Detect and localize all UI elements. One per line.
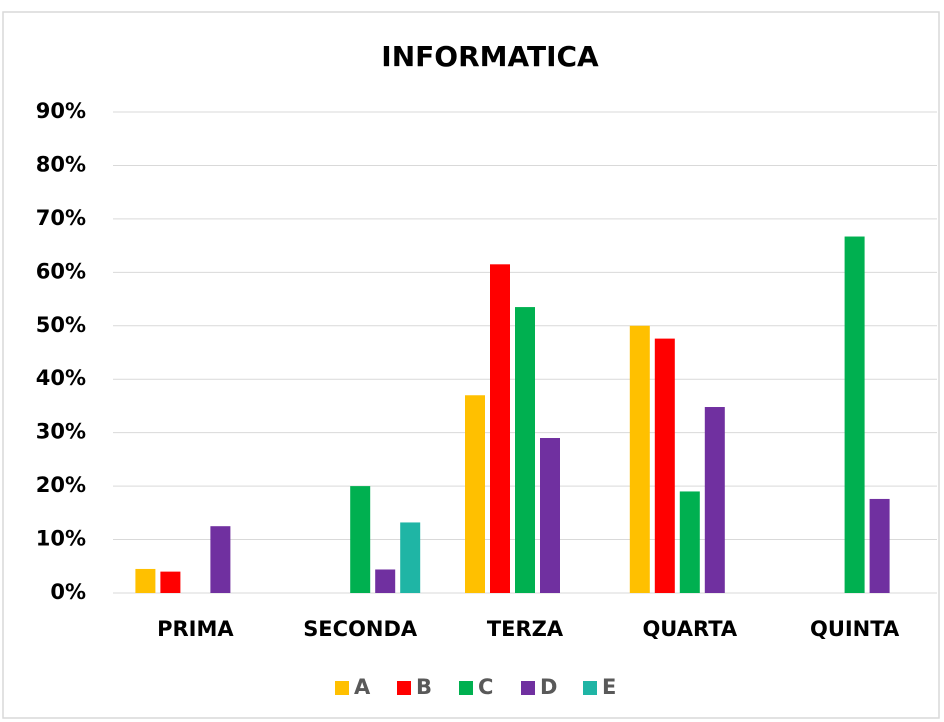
legend-label: A <box>354 675 371 699</box>
legend-label: E <box>602 675 616 699</box>
bar <box>135 568 156 593</box>
bar <box>629 325 650 593</box>
legend-label: B <box>416 675 432 699</box>
legend-swatch <box>521 681 535 695</box>
x-tick-label: PRIMA <box>157 617 234 641</box>
y-tick-label: 60% <box>36 259 86 283</box>
y-tick-label: 10% <box>36 527 86 551</box>
legend-label: D <box>540 675 557 699</box>
y-tick-label: 20% <box>36 473 86 497</box>
y-tick-label: 30% <box>36 420 86 444</box>
bar <box>704 407 725 593</box>
bar <box>465 395 485 593</box>
legend-swatch <box>397 681 411 695</box>
y-tick-label: 50% <box>36 313 86 337</box>
bar <box>350 486 371 593</box>
y-tick-label: 70% <box>36 206 86 230</box>
x-tick-label: QUARTA <box>642 617 737 641</box>
legend-swatch <box>459 681 473 695</box>
bar <box>540 438 560 593</box>
legend-swatch <box>335 681 349 695</box>
bar <box>844 236 865 593</box>
bar <box>400 522 421 593</box>
bar <box>869 498 890 593</box>
x-tick-label: SECONDA <box>303 617 418 641</box>
bar <box>679 491 700 593</box>
bar <box>210 526 231 593</box>
legend-label: C <box>478 675 493 699</box>
x-tick-label: QUINTA <box>810 617 900 641</box>
bar <box>515 307 535 593</box>
y-tick-label: 80% <box>36 152 86 176</box>
y-tick-label: 40% <box>36 366 86 390</box>
bar <box>654 338 675 593</box>
y-tick-label: 90% <box>36 99 86 123</box>
chart-border <box>2 11 940 719</box>
legend-swatch <box>583 681 597 695</box>
chart-title: INFORMATICA <box>381 40 599 73</box>
bar <box>490 264 510 593</box>
bar <box>160 571 181 593</box>
bar <box>375 569 396 593</box>
y-tick-label: 0% <box>50 580 86 604</box>
x-tick-label: TERZA <box>487 617 564 641</box>
